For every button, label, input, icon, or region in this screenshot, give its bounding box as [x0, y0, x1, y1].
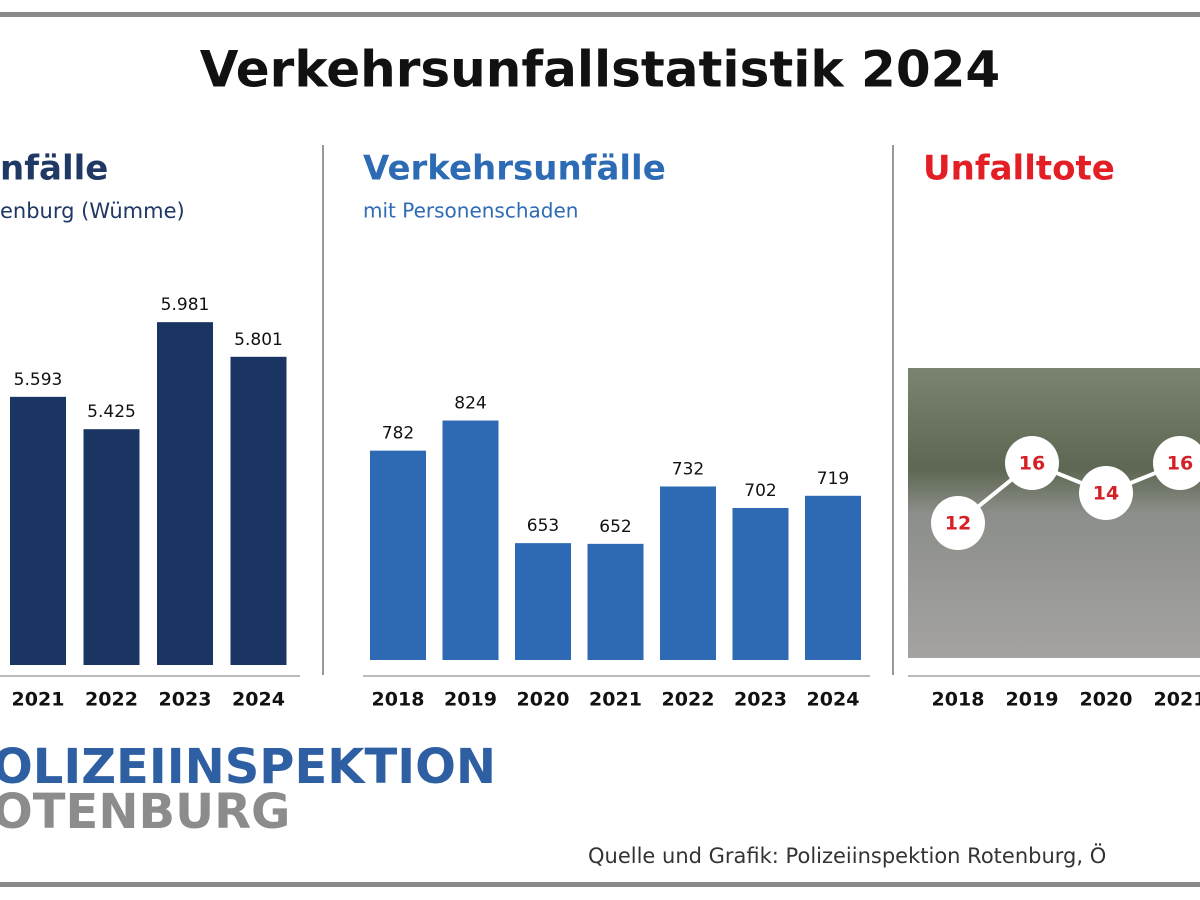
source-note: Quelle und Grafik: Polizeiinspektion Rot…: [588, 843, 1106, 868]
x-tick-label: 2019: [444, 689, 497, 711]
x-tick-label: 2021: [589, 689, 642, 711]
bar: [805, 495, 861, 660]
x-tick-label: 2021: [12, 689, 65, 711]
chart-title: nfälle: [0, 149, 108, 189]
x-tick-label: 2022: [85, 689, 138, 711]
line: [956, 460, 1181, 525]
chart-title: Verkehrsunfälle: [363, 149, 666, 189]
value-label: 16: [1019, 453, 1045, 475]
bar: [157, 322, 213, 665]
value-label: 782: [382, 424, 414, 444]
value-label: 5.593: [14, 370, 63, 390]
bar: [442, 420, 499, 660]
x-tick-label: 2020: [517, 689, 570, 711]
value-label: 14: [1093, 483, 1119, 505]
bar: [230, 356, 287, 665]
chart-subtitle: mit Personenschaden: [363, 199, 578, 223]
bar: [10, 396, 66, 665]
chart-title: Unfalltote: [923, 149, 1115, 189]
x-tick-label: 2024: [232, 689, 285, 711]
bottom-border: [0, 882, 1200, 887]
point: [931, 496, 985, 550]
x-tick-label: 2018: [932, 689, 985, 711]
x-tick-label: 2023: [159, 689, 212, 711]
x-tick-label: 2022: [662, 689, 715, 711]
x-tick-label: 2019: [1006, 689, 1059, 711]
bar: [660, 486, 716, 660]
value-label: 653: [527, 516, 559, 536]
bar: [587, 543, 644, 660]
logo-line: OLIZEIINSPEKTION: [0, 739, 496, 795]
value-label: 719: [817, 469, 849, 489]
value-label: 702: [744, 481, 776, 501]
chart-subtitle: enburg (Wümme): [0, 199, 185, 223]
logo-line: OTENBURG: [0, 784, 290, 840]
bar: [732, 508, 789, 660]
value-label: 5.981: [161, 295, 210, 315]
bar: [515, 543, 571, 660]
value-label: 652: [599, 517, 631, 537]
point: [1153, 436, 1200, 490]
value-label: 732: [672, 459, 704, 479]
bar: [370, 450, 426, 660]
x-tick-label: 2024: [807, 689, 860, 711]
top-border: [0, 12, 1200, 17]
x-tick-label: 2023: [734, 689, 787, 711]
x-tick-label: 2020: [1080, 689, 1133, 711]
x-tick-label: 2018: [372, 689, 425, 711]
x-tick-label: 2021: [1154, 689, 1200, 711]
value-label: 5.425: [87, 402, 136, 422]
value-label: 12: [945, 513, 971, 535]
page-title: Verkehrsunfallstatistik 2024: [200, 41, 1000, 99]
point: [1079, 466, 1133, 520]
value-label: 16: [1167, 453, 1193, 475]
value-label: 824: [454, 394, 486, 414]
value-label: 5.801: [234, 330, 283, 350]
point: [1005, 436, 1059, 490]
bar: [83, 429, 140, 665]
